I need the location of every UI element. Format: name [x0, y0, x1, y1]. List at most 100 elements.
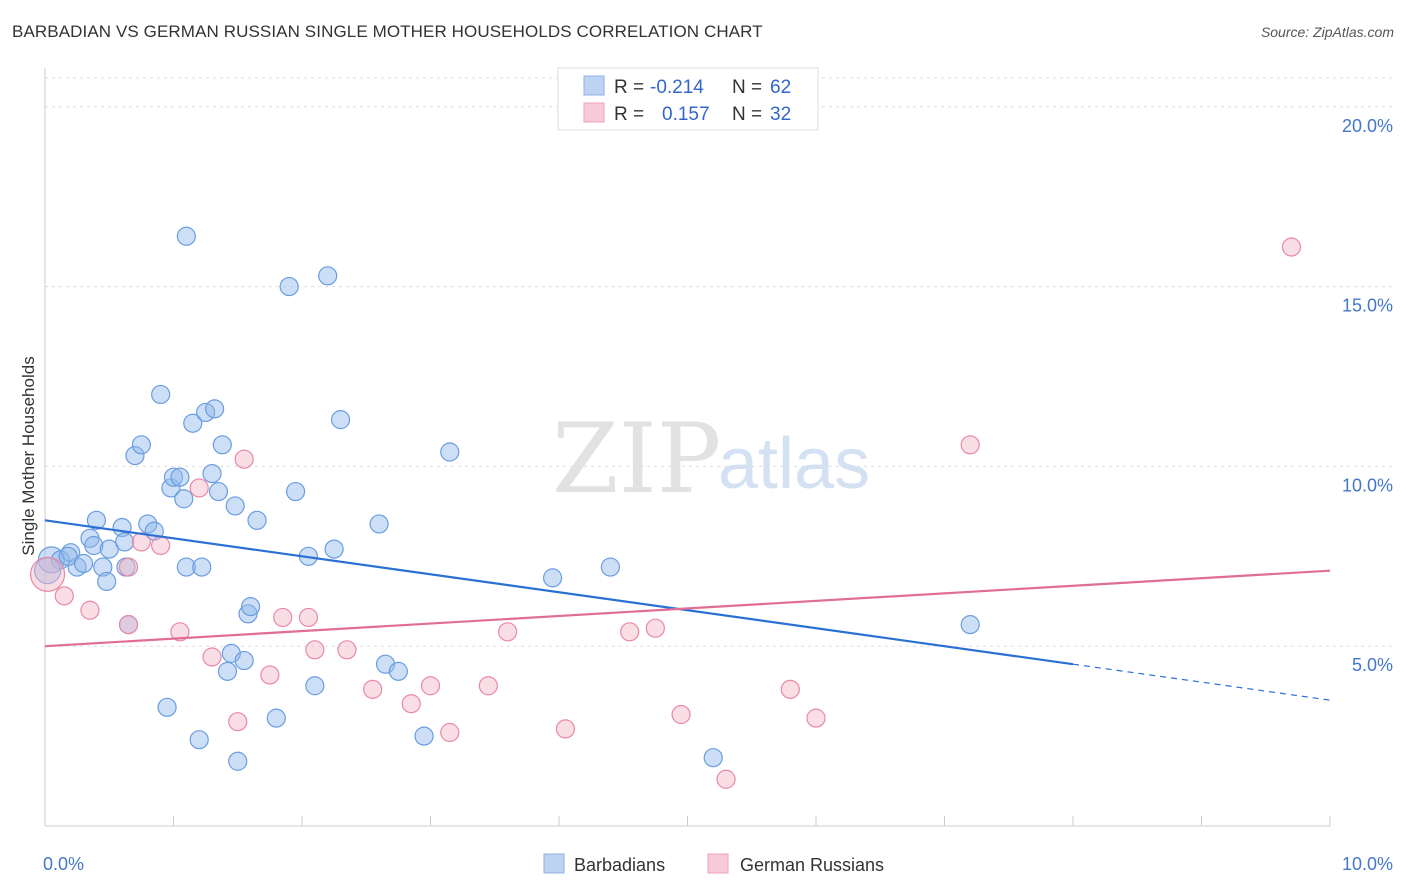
series-legend-label-1: Barbadians — [574, 855, 665, 875]
x-tick-label-1: 10.0% — [1342, 854, 1393, 874]
legend-n-value-1: 62 — [770, 77, 791, 98]
point-barbadians-33 — [208, 481, 229, 502]
point-german-russians-13 — [273, 607, 293, 628]
point-german-russians-21 — [478, 676, 498, 696]
point-barbadians-44 — [279, 276, 299, 297]
point-german-russians-26 — [671, 704, 691, 725]
y-tick-label-2: 15.0% — [1342, 296, 1393, 316]
point-german-russians-19 — [420, 676, 441, 696]
legend-r-value-2: 0.157 — [662, 104, 710, 125]
german-russians-swatch — [583, 102, 605, 123]
point-german-russians-4 — [118, 615, 139, 635]
point-barbadians-45 — [285, 481, 306, 502]
point-german-russians-2 — [80, 600, 100, 620]
point-german-russians-1 — [54, 586, 74, 606]
point-barbadians-26 — [183, 413, 203, 433]
point-barbadians-8 — [93, 557, 113, 577]
trend-extension-barbadians — [1072, 663, 1331, 701]
point-barbadians-7 — [86, 510, 107, 530]
point-barbadians-43 — [266, 708, 286, 728]
point-barbadians-47 — [305, 676, 325, 696]
legend-r-value-1: -0.214 — [650, 77, 704, 98]
point-german-russians-28 — [780, 679, 800, 699]
y-tick-label-1: 10.0% — [1342, 475, 1393, 495]
point-barbadians-25 — [176, 557, 196, 577]
point-barbadians-56 — [542, 568, 563, 588]
point-german-russians-7 — [170, 622, 190, 642]
point-barbadians-4 — [58, 546, 78, 566]
point-german-russians-29 — [806, 708, 826, 728]
point-barbadians-49 — [324, 539, 344, 559]
point-barbadians-54 — [414, 726, 434, 746]
data-points — [29, 226, 1302, 789]
chart-title: BARBADIAN VS GERMAN RUSSIAN SINGLE MOTHE… — [12, 22, 763, 41]
watermark-atlas: atlas — [718, 424, 870, 504]
y-axis-label: Single Mother Households — [19, 356, 38, 555]
point-german-russians-12 — [260, 665, 280, 685]
gridlines — [45, 77, 1395, 647]
point-german-russians-10 — [228, 712, 248, 732]
point-barbadians-16 — [131, 435, 151, 455]
point-german-russians-22 — [498, 622, 518, 642]
point-barbadians-35 — [217, 661, 238, 681]
watermark: ZIP atlas — [552, 403, 870, 515]
point-barbadians-19 — [151, 384, 171, 405]
point-german-russians-30 — [960, 435, 980, 455]
point-barbadians-53 — [388, 661, 408, 681]
point-german-russians-17 — [363, 679, 383, 699]
series-legend: Barbadians German Russians — [543, 853, 884, 875]
point-german-russians-31 — [1281, 237, 1302, 257]
point-barbadians-55 — [440, 442, 460, 462]
source-label: Source: ZipAtlas.com — [1260, 24, 1394, 40]
point-german-russians-9 — [202, 647, 222, 667]
point-barbadians-48 — [318, 266, 338, 286]
point-german-russians-20 — [440, 722, 460, 743]
point-german-russians-18 — [401, 694, 421, 714]
series-legend-label-2: German Russians — [740, 855, 884, 875]
point-barbadians-37 — [225, 496, 245, 516]
point-german-russians-11 — [234, 449, 254, 469]
point-barbadians-24 — [174, 489, 194, 509]
point-barbadians-6 — [84, 535, 104, 556]
series-legend-swatch-2 — [707, 853, 729, 874]
point-barbadians-27 — [176, 226, 196, 246]
trend-line-barbadians — [44, 519, 1074, 666]
y-tick-label-0: 5.0% — [1352, 655, 1393, 675]
point-german-russians-23 — [555, 719, 576, 739]
point-barbadians-41 — [241, 597, 261, 617]
point-barbadians-59 — [960, 615, 980, 635]
point-barbadians-51 — [369, 514, 389, 534]
legend-n-value-2: 32 — [770, 104, 791, 125]
point-barbadians-22 — [163, 467, 184, 487]
point-barbadians-29 — [192, 557, 212, 577]
watermark-zip: ZIP — [552, 403, 721, 515]
point-barbadians-23 — [170, 467, 190, 487]
series-legend-swatch-1 — [543, 853, 565, 874]
point-barbadians-2 — [61, 543, 81, 563]
point-barbadians-34 — [212, 435, 232, 455]
point-german-russians-15 — [305, 640, 325, 660]
point-german-russians-25 — [645, 618, 665, 638]
stats-legend: R = -0.214 N = 62 R = 0.157 N = 32 — [557, 67, 819, 131]
point-barbadians-12 — [115, 532, 135, 552]
y-tick-label-3: 20.0% — [1342, 116, 1393, 136]
point-barbadians-31 — [202, 463, 222, 484]
point-barbadians-10 — [97, 571, 117, 592]
legend-n-label-2: N = — [732, 104, 762, 125]
point-german-russians-3 — [118, 557, 139, 577]
legend-r-label-1: R = — [614, 77, 644, 98]
x-tick-label-0: 0.0% — [43, 854, 84, 874]
point-barbadians-57 — [600, 557, 621, 577]
axes: 5.0% 10.0% 15.0% 20.0% 0.0% 10.0% — [43, 68, 1393, 874]
point-german-russians-27 — [716, 769, 736, 789]
point-barbadians-39 — [234, 650, 254, 671]
point-barbadians-50 — [330, 410, 351, 430]
point-german-russians-24 — [620, 622, 640, 642]
point-german-russians-8 — [189, 478, 209, 498]
barbadians-swatch — [583, 75, 605, 96]
legend-r-label-2: R = — [614, 104, 644, 125]
trend-lines — [44, 519, 1331, 701]
point-barbadians-15 — [125, 445, 145, 466]
point-barbadians-42 — [247, 510, 267, 530]
